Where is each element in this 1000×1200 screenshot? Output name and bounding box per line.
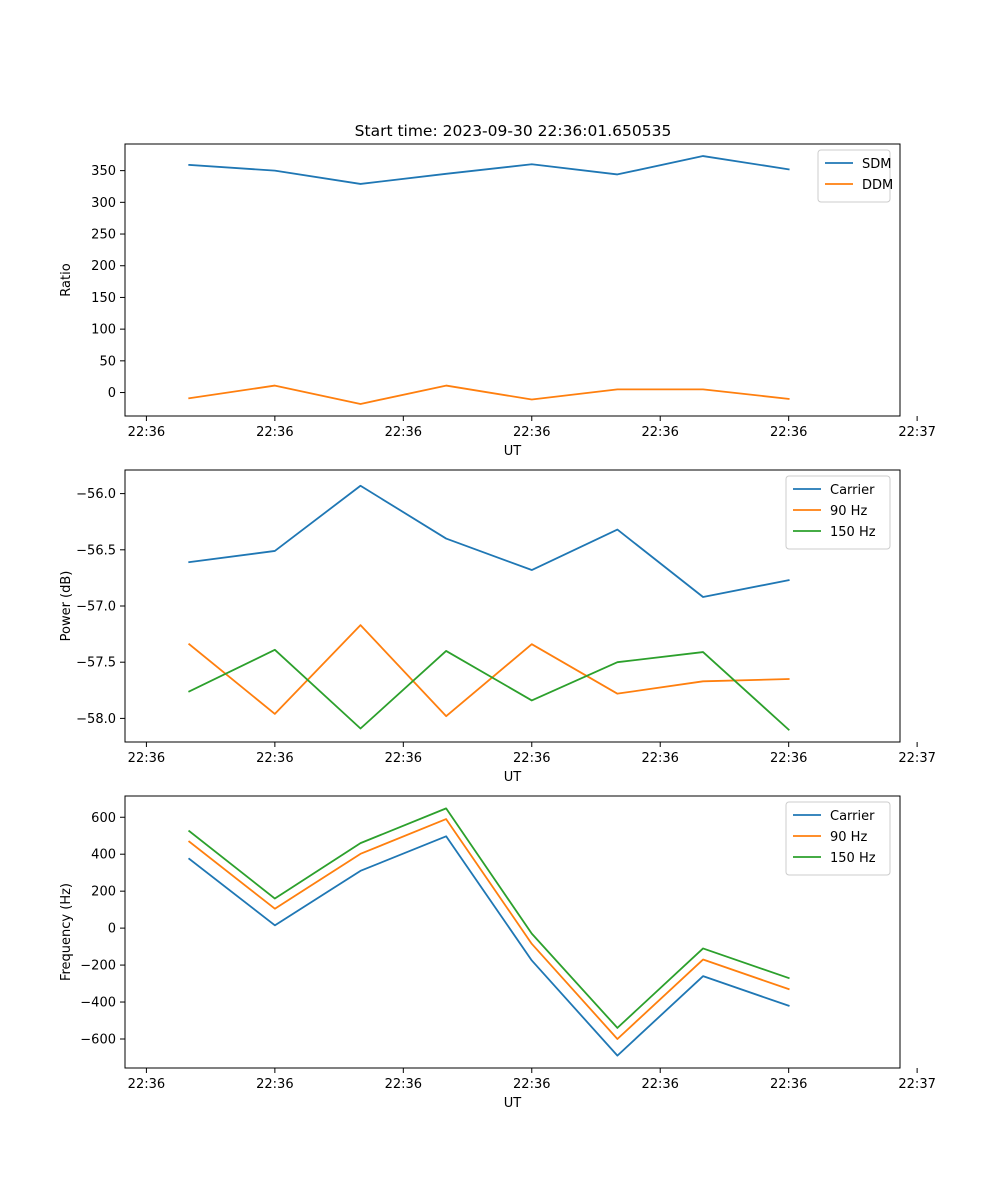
legend-label: Carrier bbox=[830, 809, 875, 824]
series-line-150-hz bbox=[187, 807, 790, 1029]
x-tick-label: 22:36 bbox=[770, 1077, 807, 1092]
y-axis-label: Frequency (Hz) bbox=[59, 883, 74, 981]
x-tick-label: 22:36 bbox=[128, 425, 165, 440]
y-tick-label: 0 bbox=[108, 386, 116, 401]
y-tick-label: 100 bbox=[91, 323, 116, 338]
legend-label: SDM bbox=[862, 157, 891, 172]
y-tick-label: 300 bbox=[91, 196, 116, 211]
x-tick-label: 22:37 bbox=[898, 751, 935, 766]
y-tick-label: 600 bbox=[91, 811, 116, 826]
y-tick-label: −57.5 bbox=[76, 656, 116, 671]
x-tick-label: 22:36 bbox=[513, 751, 550, 766]
x-tick-label: 22:36 bbox=[128, 1077, 165, 1092]
y-tick-label: 200 bbox=[91, 885, 116, 900]
figure-title: Start time: 2023-09-30 22:36:01.650535 bbox=[355, 122, 672, 140]
legend-label: Carrier bbox=[830, 483, 875, 498]
y-tick-label: 350 bbox=[91, 164, 116, 179]
x-tick-label: 22:36 bbox=[513, 425, 550, 440]
x-tick-label: 22:36 bbox=[385, 751, 422, 766]
x-tick-label: 22:36 bbox=[770, 425, 807, 440]
y-tick-label: −58.0 bbox=[76, 712, 116, 727]
y-tick-label: 250 bbox=[91, 228, 116, 243]
series-line-carrier bbox=[187, 835, 790, 1057]
x-tick-label: 22:36 bbox=[385, 1077, 422, 1092]
x-axis-label: UT bbox=[504, 1096, 522, 1111]
series-line-ddm bbox=[188, 384, 790, 405]
legend-label: 150 Hz bbox=[830, 525, 876, 540]
axes-frame bbox=[124, 469, 901, 743]
x-axis-label: UT bbox=[504, 444, 522, 459]
y-axis-label: Power (dB) bbox=[59, 571, 74, 642]
x-tick-label: 22:37 bbox=[898, 425, 935, 440]
series-line-150-hz bbox=[188, 648, 790, 731]
series-line-90-hz bbox=[187, 818, 790, 1040]
series-line-carrier bbox=[188, 484, 790, 598]
legend-label: DDM bbox=[862, 178, 893, 193]
y-tick-label: −56.5 bbox=[76, 543, 116, 558]
y-tick-label: 50 bbox=[99, 354, 116, 369]
x-tick-label: 22:36 bbox=[256, 1077, 293, 1092]
y-tick-label: −400 bbox=[80, 996, 116, 1011]
panels: 22:36 22:36 22:36 22:36 22:36 22:36 22:37 0 50 10… bbox=[59, 143, 936, 1111]
x-tick-label: 22:36 bbox=[256, 425, 293, 440]
y-axis-label: Ratio bbox=[59, 263, 74, 296]
x-tick-label: 22:36 bbox=[513, 1077, 550, 1092]
y-tick-label: 200 bbox=[91, 259, 116, 274]
y-tick-label: 0 bbox=[108, 922, 116, 937]
y-tick-label: −56.0 bbox=[76, 487, 116, 502]
legend-label: 90 Hz bbox=[830, 830, 867, 845]
x-tick-label: 22:36 bbox=[641, 425, 678, 440]
x-tick-label: 22:36 bbox=[128, 751, 165, 766]
x-axis-label: UT bbox=[504, 770, 522, 785]
y-tick-label: 400 bbox=[91, 848, 116, 863]
axes-frame bbox=[124, 795, 901, 1069]
legend-label: 90 Hz bbox=[830, 504, 867, 519]
panel-3: 22:36 22:36 22:36 22:36 22:36 22:36 22:37 −600 −… bbox=[59, 795, 936, 1111]
x-tick-label: 22:36 bbox=[641, 751, 678, 766]
panel-1: 22:36 22:36 22:36 22:36 22:36 22:36 22:37 0 50 10… bbox=[59, 143, 936, 459]
y-tick-label: −200 bbox=[80, 959, 116, 974]
panel-2: 22:36 22:36 22:36 22:36 22:36 22:36 22:37 −58.0… bbox=[59, 469, 936, 785]
series-line-sdm bbox=[188, 155, 790, 185]
y-tick-label: −57.0 bbox=[76, 600, 116, 615]
x-tick-label: 22:36 bbox=[641, 1077, 678, 1092]
x-tick-label: 22:36 bbox=[256, 751, 293, 766]
x-tick-label: 22:36 bbox=[770, 751, 807, 766]
y-tick-label: 150 bbox=[91, 291, 116, 306]
axes-frame bbox=[124, 143, 901, 417]
series-line-90-hz bbox=[187, 624, 790, 718]
legend-label: 150 Hz bbox=[830, 851, 876, 866]
x-tick-label: 22:37 bbox=[898, 1077, 935, 1092]
y-tick-label: −600 bbox=[80, 1032, 116, 1047]
x-tick-label: 22:36 bbox=[385, 425, 422, 440]
